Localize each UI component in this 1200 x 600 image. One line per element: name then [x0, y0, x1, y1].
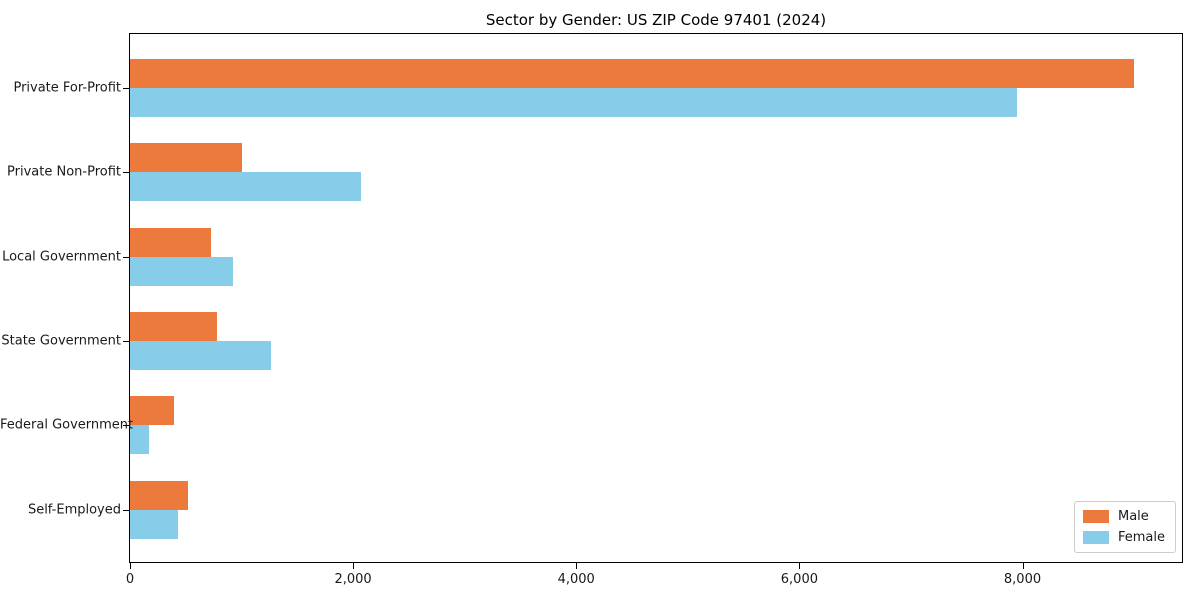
- legend-label-male: Male: [1117, 509, 1149, 524]
- bar-female-private-non-profit: [130, 172, 361, 202]
- x-tick-mark: [130, 563, 131, 569]
- legend: Male Female: [1073, 501, 1176, 553]
- x-tick-label: 0: [125, 572, 135, 587]
- y-tick-mark: [123, 340, 129, 342]
- legend-swatch-female: [1082, 531, 1109, 544]
- legend-item-male: Male: [1082, 509, 1165, 524]
- bar-male-federal-government: [130, 396, 174, 426]
- x-tick-mark: [799, 563, 801, 569]
- chart-title: Sector by Gender: US ZIP Code 97401 (202…: [485, 11, 827, 29]
- legend-swatch-male: [1082, 510, 1109, 523]
- plot-area: [129, 33, 1183, 563]
- bar-female-local-government: [130, 256, 233, 286]
- y-tick-label: Local Government: [2, 249, 121, 265]
- x-tick-label: 4,000: [557, 572, 595, 587]
- bar-male-self-employed: [130, 480, 188, 510]
- y-tick-mark: [123, 172, 129, 174]
- y-tick-label: Federal Government: [0, 417, 134, 433]
- x-tick-label: 8,000: [1003, 572, 1042, 587]
- bar-female-self-employed: [130, 509, 178, 539]
- x-tick-mark: [1022, 563, 1024, 569]
- bar-female-federal-government: [130, 425, 149, 455]
- x-tick-mark: [353, 563, 355, 569]
- y-tick-label: Private Non-Profit: [7, 164, 121, 180]
- y-tick-label: Self-Employed: [27, 502, 121, 517]
- bar-female-state-government: [130, 340, 271, 370]
- legend-label-female: Female: [1117, 530, 1165, 545]
- y-tick-mark: [123, 509, 129, 511]
- x-tick-label: 2,000: [334, 572, 372, 587]
- x-tick-label: 6,000: [780, 572, 818, 587]
- y-tick-mark: [123, 256, 129, 258]
- bar-female-private-for-profit: [130, 88, 1017, 117]
- x-tick-mark: [576, 563, 578, 569]
- bar-male-state-government: [130, 311, 217, 341]
- legend-item-female: Female: [1082, 530, 1165, 545]
- bar-male-private-non-profit: [130, 143, 242, 173]
- y-tick-mark: [123, 88, 129, 89]
- bar-male-private-for-profit: [130, 59, 1134, 88]
- y-tick-label: State Government: [1, 333, 121, 349]
- bar-male-local-government: [130, 227, 212, 257]
- y-tick-label: Private For-Profit: [13, 80, 121, 96]
- y-tick-mark: [123, 425, 129, 427]
